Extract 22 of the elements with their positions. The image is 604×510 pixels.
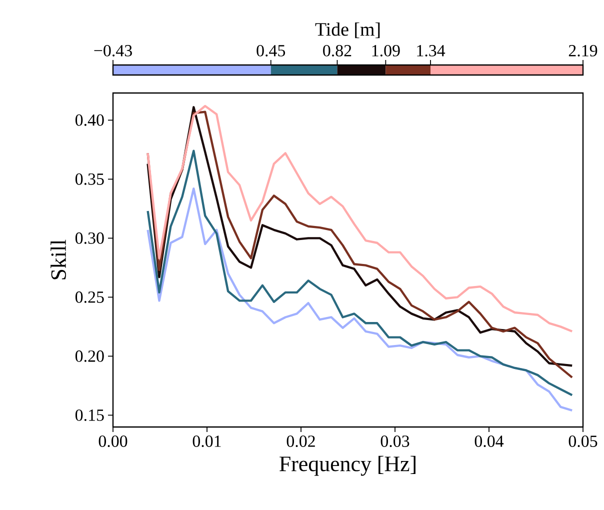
y-tick-label: 0.15 xyxy=(75,409,104,421)
y-tick-label: 0.35 xyxy=(75,173,104,185)
color-bar-title: Tide [m] xyxy=(315,22,380,38)
y-tick-label: 0.30 xyxy=(75,232,104,244)
y-tick-label: 0.25 xyxy=(75,291,104,303)
x-tick-label: 0.00 xyxy=(98,436,128,448)
color-bar-label: 2.19 xyxy=(568,45,598,56)
line-series xyxy=(146,150,574,396)
y-axis-title: Skill xyxy=(50,240,66,280)
x-tick-label: 0.02 xyxy=(286,436,315,448)
x-tick-label: 0.03 xyxy=(380,436,410,448)
color-bar-label: −0.43 xyxy=(94,44,132,56)
y-tick-label: 0.20 xyxy=(75,350,104,362)
color-bar-label: 0.82 xyxy=(323,44,352,56)
y-tick-label: 0.40 xyxy=(75,114,104,126)
color-bar-label: 1.09 xyxy=(372,44,400,56)
x-tick-label: 0.05 xyxy=(568,436,598,448)
x-tick-label: 0.04 xyxy=(474,436,504,448)
x-axis-title: Frequency [Hz] xyxy=(280,456,416,476)
color-bar-label: 1.34 xyxy=(417,45,446,56)
x-tick-label: 0.01 xyxy=(192,436,221,448)
color-bar-label: 0.45 xyxy=(256,44,286,56)
